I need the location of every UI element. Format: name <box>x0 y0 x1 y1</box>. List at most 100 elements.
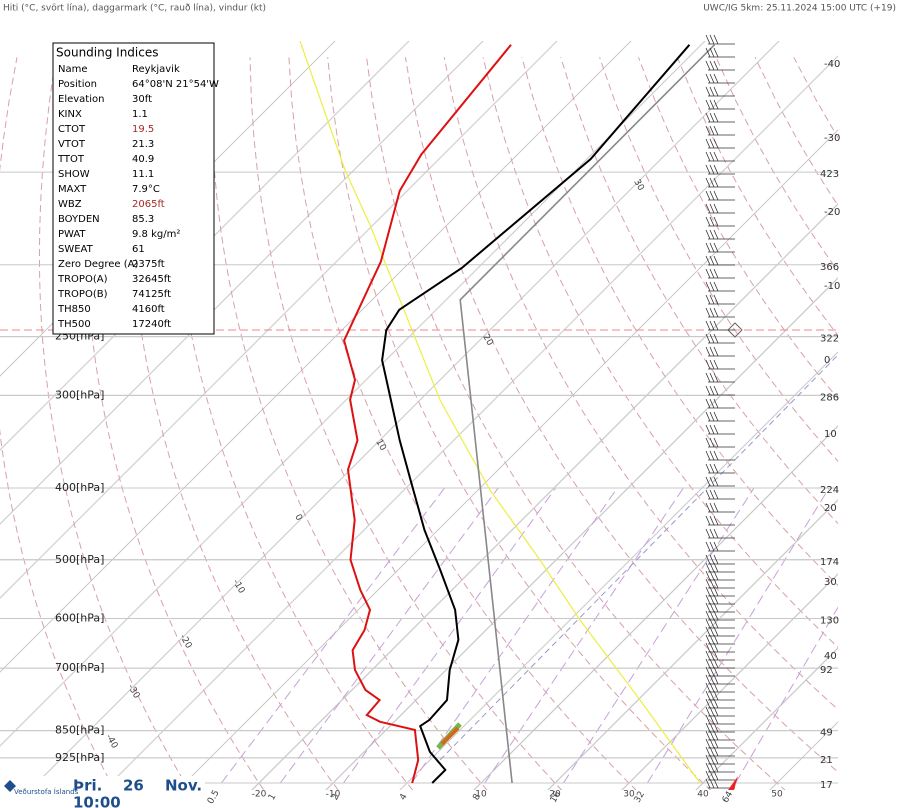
barb-flag <box>705 762 711 773</box>
barb-flag <box>713 666 719 677</box>
dry-adiabat <box>482 57 838 648</box>
barb-flag <box>705 618 711 629</box>
dry-adiabat <box>169 57 414 790</box>
barb-flag <box>709 586 715 597</box>
barb-flag <box>713 541 719 552</box>
barb-flag <box>713 255 719 266</box>
barb-flag <box>713 268 719 279</box>
index-value: 11.1 <box>132 169 154 180</box>
barb-flag <box>705 476 711 487</box>
barb-flag <box>713 528 719 539</box>
barb-flag <box>705 463 711 474</box>
isotherm-label: -20 <box>824 207 840 218</box>
mixing-ratio-line <box>343 487 557 784</box>
barb-flag <box>713 738 719 749</box>
isotherm <box>0 41 632 673</box>
barb-flag <box>709 714 715 725</box>
x-tick-label: -20 <box>252 790 267 800</box>
index-value: 61 <box>132 244 145 255</box>
profile-line <box>343 44 512 784</box>
barb-flag <box>709 698 715 709</box>
barb-flag <box>713 359 719 370</box>
barb-flag <box>713 47 719 58</box>
barb-flag <box>709 754 715 765</box>
barb-flag <box>705 642 711 653</box>
barb-flag <box>705 738 711 749</box>
index-name: Name <box>58 64 88 75</box>
index-name: WBZ <box>58 199 82 210</box>
profile-line <box>381 44 691 784</box>
barb-flag <box>705 778 711 789</box>
barb-flag <box>705 60 711 71</box>
barb-flag <box>713 746 719 757</box>
barb-pennant <box>728 776 738 790</box>
index-value: 30ft <box>132 94 152 105</box>
isotherm <box>0 41 410 451</box>
index-name: TROPO(A) <box>57 274 108 285</box>
dry-adiabat <box>0 57 116 790</box>
mixing-ratio-label: 32 <box>633 790 647 805</box>
dry-adiabat <box>638 57 838 400</box>
barb-flag <box>705 34 711 45</box>
isotherm-label: 10 <box>824 429 837 440</box>
barb-flag <box>705 610 711 621</box>
barb-flag <box>705 746 711 757</box>
barb-flag <box>705 73 711 84</box>
x-tick-label: 40 <box>697 790 709 800</box>
barb-flag <box>705 570 711 581</box>
barb-flag <box>705 255 711 266</box>
barb-flag <box>713 333 719 344</box>
flight-level-label: 174 <box>820 557 839 568</box>
barb-flag <box>713 634 719 645</box>
barb-flag <box>709 151 715 162</box>
isotherm-label: 30 <box>824 577 837 588</box>
barb-flag <box>709 746 715 757</box>
barb-flag <box>705 502 711 513</box>
barb-flag <box>705 164 711 175</box>
dry-adiabat <box>327 57 712 790</box>
barb-flag <box>709 642 715 653</box>
index-name: TROPO(B) <box>57 289 108 300</box>
barb-flag <box>705 281 711 292</box>
barb-flag <box>713 698 719 709</box>
barb-flag <box>705 682 711 693</box>
barb-flag <box>709 541 715 552</box>
barb-flag <box>705 515 711 526</box>
barb-flag <box>713 714 719 725</box>
index-value: Reykjavik <box>132 64 180 75</box>
barb-flag <box>705 411 711 422</box>
barb-flag <box>713 515 719 526</box>
flight-level-label: 286 <box>820 392 839 403</box>
parcel-start-marker <box>440 726 460 746</box>
barb-flag <box>713 437 719 448</box>
adiabat-label: 0 <box>292 513 304 523</box>
barb-flag <box>709 47 715 58</box>
barb-flag <box>713 476 719 487</box>
barb-flag <box>705 125 711 136</box>
barb-flag <box>709 770 715 781</box>
index-name: SHOW <box>58 169 90 180</box>
x-tick-label: -10 <box>326 790 341 800</box>
index-name: Zero Degree (A) <box>58 259 139 270</box>
barb-flag <box>713 450 719 461</box>
barb-flag <box>709 385 715 396</box>
adiabat-label: -40 <box>103 733 119 751</box>
barb-flag <box>705 650 711 661</box>
mixing-ratio-line <box>646 487 830 784</box>
index-name: MAXT <box>58 184 87 195</box>
barb-flag <box>705 528 711 539</box>
barb-flag <box>713 463 719 474</box>
barb-flag <box>705 151 711 162</box>
barb-flag <box>713 294 719 305</box>
index-name: TH500 <box>57 319 91 330</box>
barb-flag <box>705 674 711 685</box>
barb-flag <box>709 594 715 605</box>
mixing-ratio-label: 8 <box>471 792 483 802</box>
index-value: 40.9 <box>132 154 154 165</box>
dry-adiabat <box>127 57 339 790</box>
barb-flag <box>709 398 715 409</box>
barb-flag <box>713 411 719 422</box>
flight-level-label: 17 <box>820 780 833 791</box>
barb-flag <box>709 562 715 573</box>
flight-level-label: 423 <box>820 169 839 180</box>
